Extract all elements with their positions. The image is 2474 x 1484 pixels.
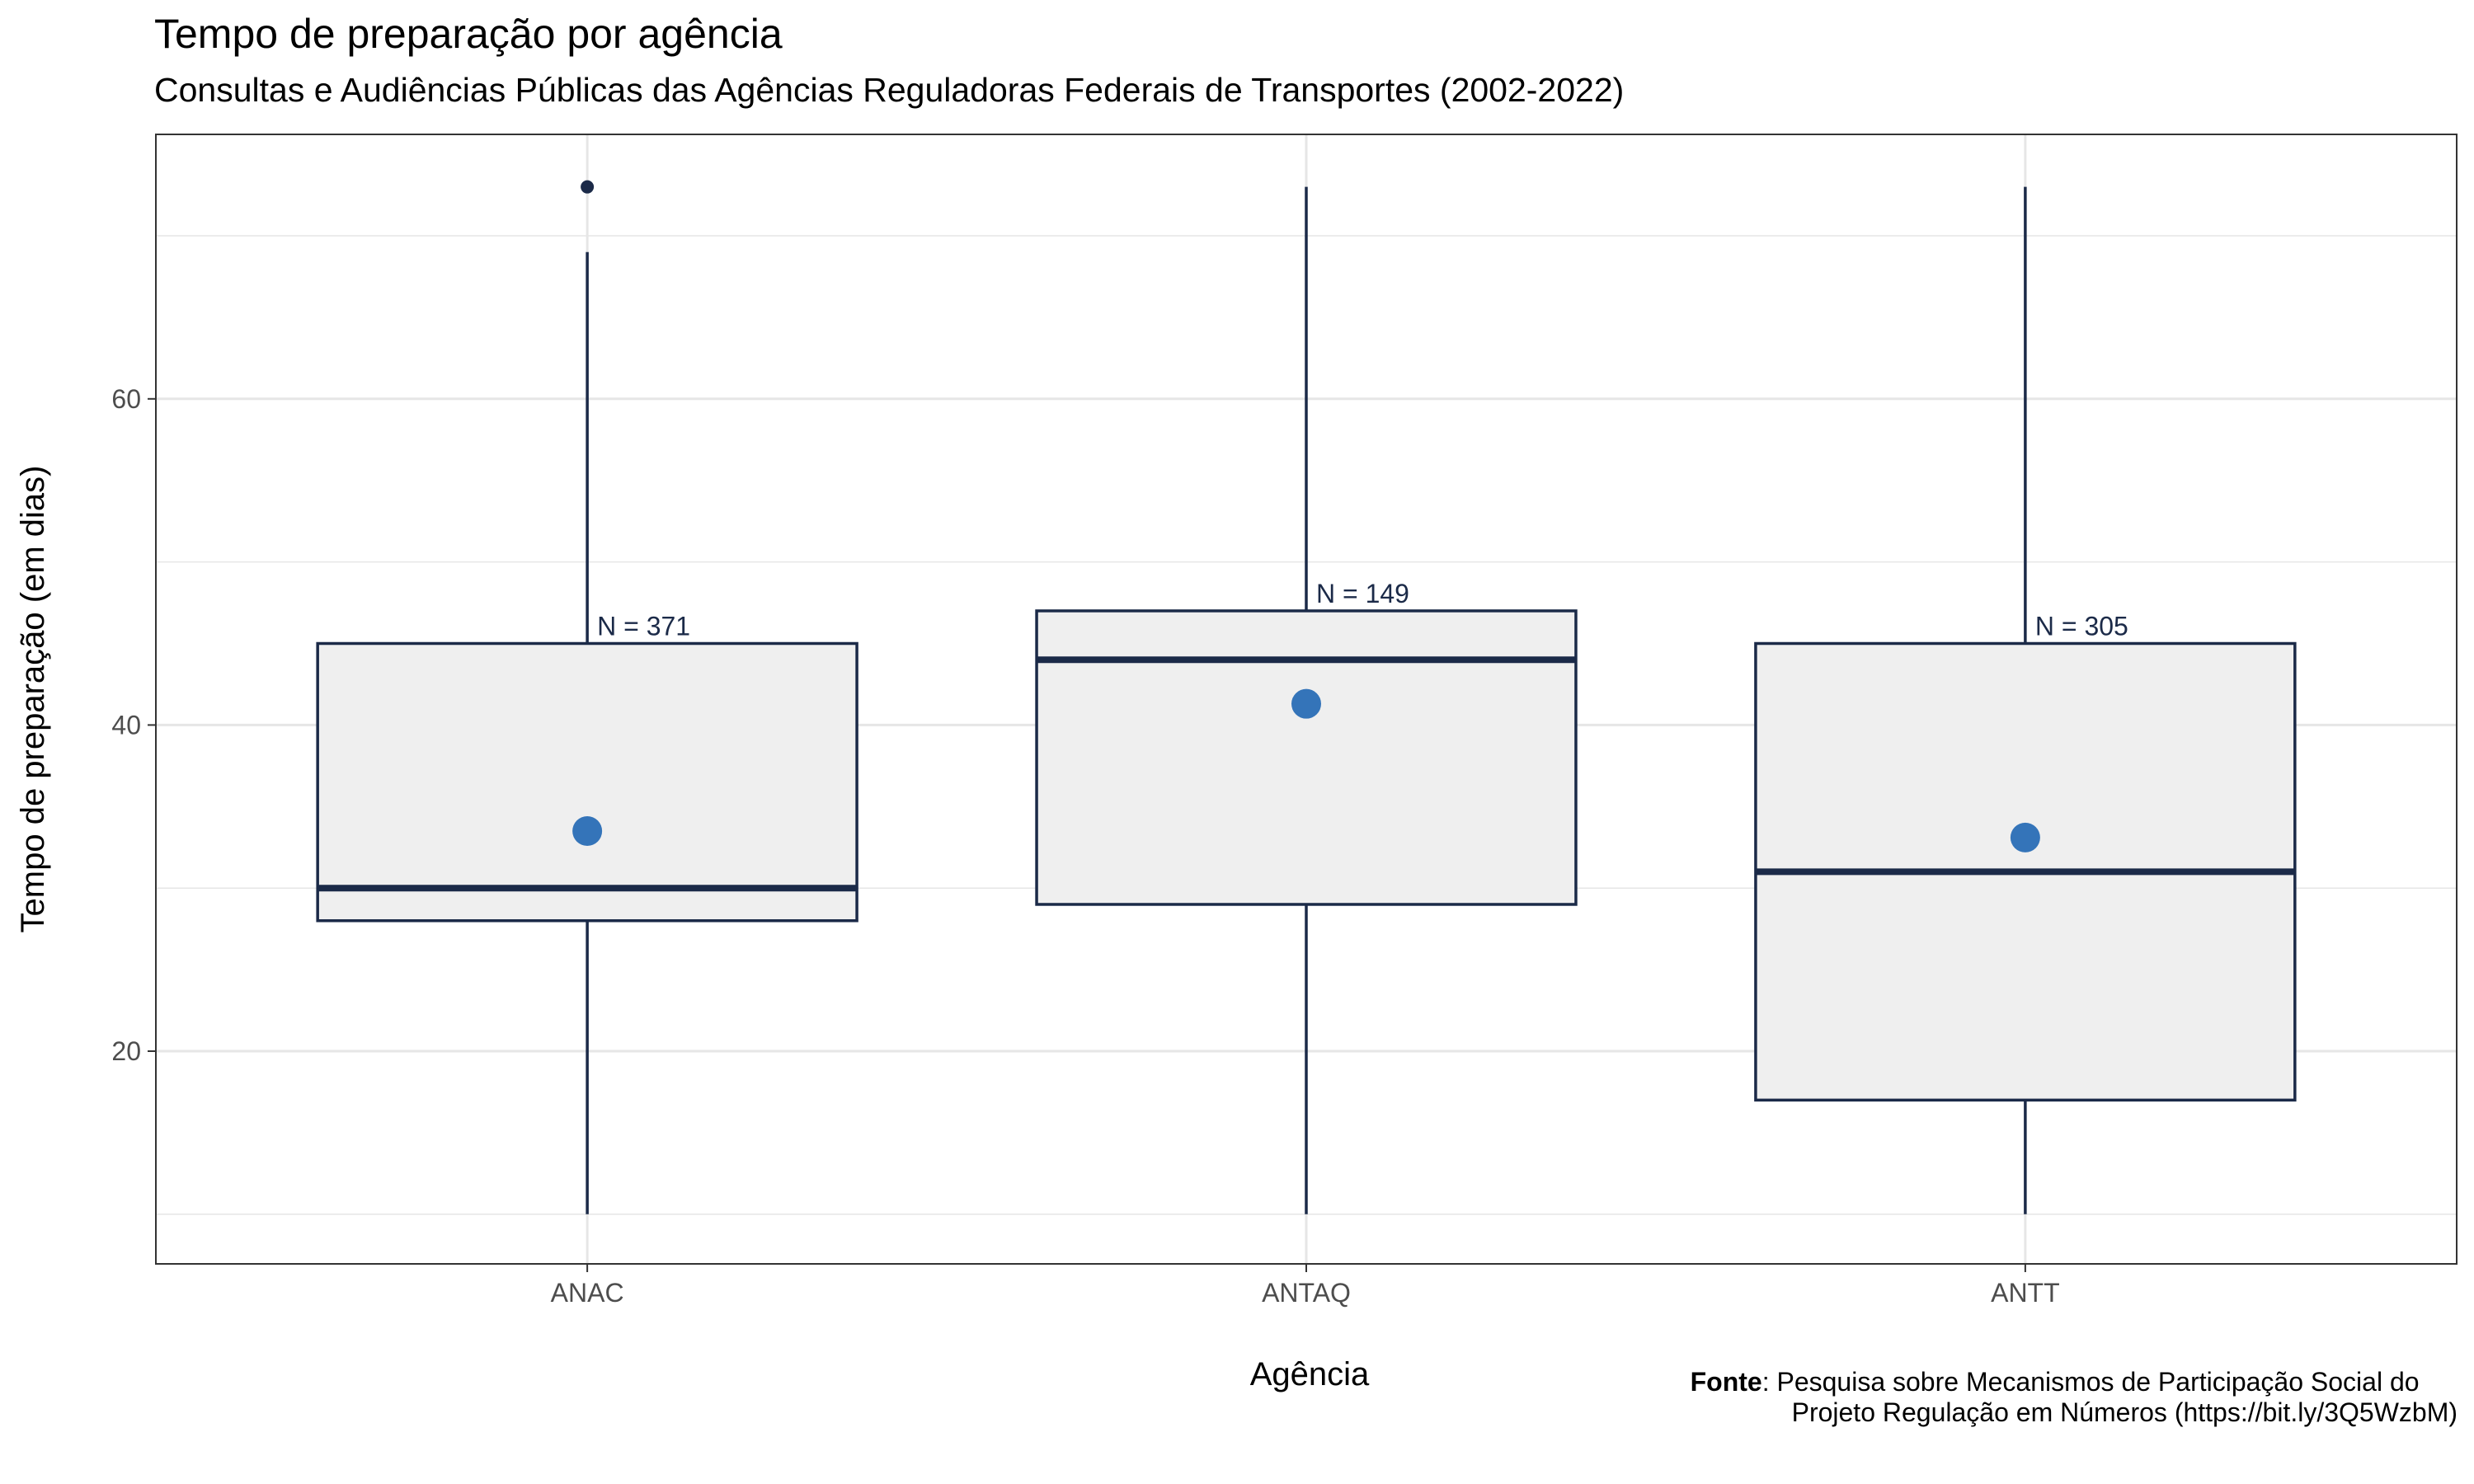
x-axis-title: Agência bbox=[1250, 1356, 1370, 1392]
box-iqr bbox=[1035, 609, 1578, 906]
mean-point bbox=[2010, 822, 2040, 852]
caption-label: Fonte bbox=[1690, 1367, 1762, 1397]
mean-point bbox=[572, 815, 603, 846]
n-label: N = 371 bbox=[597, 612, 690, 641]
n-label: N = 149 bbox=[1316, 579, 1409, 608]
y-tick-label: 40 bbox=[111, 710, 141, 740]
chart-title: Tempo de preparação por agência bbox=[154, 11, 783, 57]
axes: 20 40 60 ANAC ANTAQ ANTT bbox=[111, 384, 2059, 1308]
y-tick-label: 60 bbox=[111, 384, 141, 414]
chart-marks: N = 371 N = 149 N = 305 bbox=[316, 180, 2297, 1214]
caption-text-1: : Pesquisa sobre Mecanismos de Participa… bbox=[1761, 1367, 2420, 1397]
x-tick-label: ANTAQ bbox=[1262, 1278, 1351, 1308]
mean-point bbox=[1291, 688, 1321, 719]
caption-line-1: Fonte: Pesquisa sobre Mecanismos de Part… bbox=[1691, 1367, 2458, 1397]
n-label: N = 305 bbox=[2035, 612, 2128, 641]
y-axis-title: Tempo de preparação (em dias) bbox=[15, 466, 51, 933]
x-tick-label: ANAC bbox=[551, 1278, 624, 1308]
source-caption: Fonte: Pesquisa sobre Mecanismos de Part… bbox=[1691, 1367, 2458, 1428]
caption-line-2: Projeto Regulação em Números (https://bi… bbox=[1791, 1397, 2458, 1427]
outlier-point bbox=[581, 180, 595, 194]
y-tick-label: 20 bbox=[111, 1036, 141, 1066]
x-tick-label: ANTT bbox=[1991, 1278, 2060, 1308]
box-iqr bbox=[316, 641, 858, 923]
chart-subtitle: Consultas e Audiências Públicas das Agên… bbox=[154, 71, 1625, 109]
